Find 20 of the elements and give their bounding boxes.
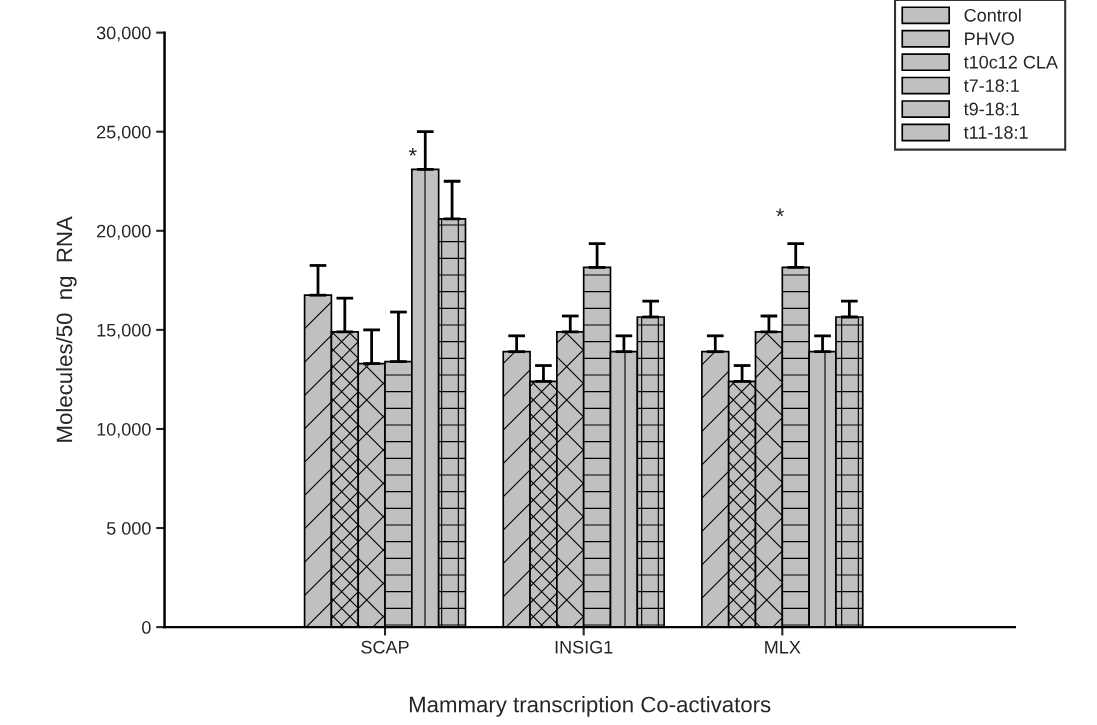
- legend-label: t11-18:1: [963, 126, 1028, 139]
- legend-label: PHVO: [965, 32, 1014, 46]
- y-tick-label: 20,000: [97, 224, 151, 240]
- legend-label: t7-18:1: [963, 79, 1019, 92]
- annotation: *: [408, 147, 417, 156]
- x-tick-label: MLX: [765, 640, 801, 654]
- y-tick-label: 10,000: [97, 422, 151, 438]
- legend-label: t9-18:1: [963, 102, 1019, 116]
- y-tick-label: 25,000: [97, 125, 151, 141]
- y-tick-label: 30,000: [96, 26, 151, 42]
- y-axis-title: Molecules/50 ng RNA: [55, 216, 77, 442]
- x-tick-label: SCAP: [361, 640, 409, 654]
- y-tick-label: 0: [142, 621, 151, 634]
- legend-label: t10c12 CLA: [963, 55, 1058, 69]
- legend-label: Control: [964, 8, 1021, 22]
- annotation: *: [776, 208, 785, 217]
- y-tick-label: 15,000: [97, 323, 151, 339]
- x-axis-title: Mammary transcription Co-activators: [409, 696, 771, 717]
- x-tick-label: INSIG1: [555, 640, 613, 654]
- y-tick-label: 5 000: [106, 521, 151, 535]
